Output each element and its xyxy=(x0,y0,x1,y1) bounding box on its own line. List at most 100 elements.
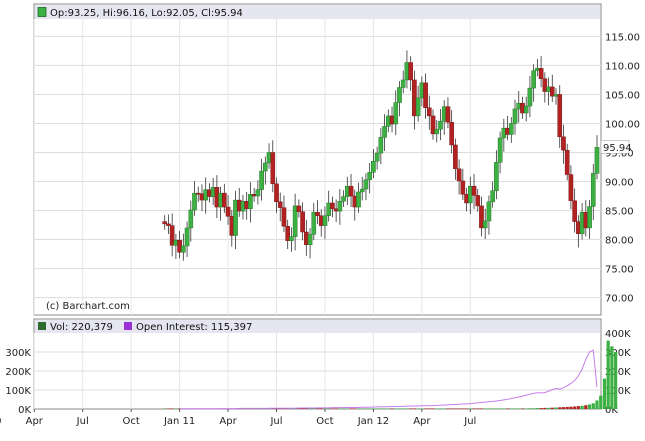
candle-down xyxy=(475,195,481,207)
candle-up xyxy=(486,201,492,222)
volume-left-tick-label: 300K xyxy=(5,348,31,359)
price-legend-bar xyxy=(35,5,600,19)
candle-down xyxy=(348,185,354,197)
volume-bar xyxy=(435,408,439,409)
volume-bar xyxy=(591,403,595,409)
candle-up xyxy=(341,196,346,202)
volume-right-tick-label: 0K xyxy=(605,405,618,416)
candle-down xyxy=(557,94,563,138)
open-interest-line xyxy=(179,349,598,410)
volume-legend-bar xyxy=(35,320,600,333)
candle-down xyxy=(169,225,175,246)
volume-bar xyxy=(446,408,450,409)
volume-bar xyxy=(364,408,368,409)
volume-bar xyxy=(502,408,506,409)
candle-down xyxy=(222,192,227,208)
volume-panel xyxy=(33,318,602,410)
volume-bar xyxy=(371,408,375,409)
volume-bar xyxy=(304,408,308,409)
price-y-tick-label: 95.00 xyxy=(605,148,634,159)
volume-bar xyxy=(323,408,327,409)
volume-bar xyxy=(558,407,562,409)
price-y-tick-label: 115.00 xyxy=(605,32,640,43)
volume-bar xyxy=(479,408,484,409)
candle-up xyxy=(356,191,361,208)
candle-down xyxy=(408,62,413,81)
volume-bar xyxy=(610,346,614,409)
x-tick-label: Apr xyxy=(413,416,431,427)
candle-up xyxy=(434,129,440,135)
price-legend-text: Op:93.25, Hi:96.16, Lo:92.05, Cl:95.94 xyxy=(50,8,243,19)
candle-up xyxy=(508,123,514,135)
candle-down xyxy=(542,78,548,92)
volume-bar xyxy=(491,408,495,409)
volume-bar xyxy=(397,408,402,409)
candle-down xyxy=(479,205,484,229)
candle-up xyxy=(512,108,518,124)
volume-bar xyxy=(375,408,379,409)
volume-bar xyxy=(494,408,498,409)
price-legend-swatch xyxy=(37,7,47,17)
volume-bar xyxy=(576,406,580,409)
price-y-ticks: 115.00 110.00 105.00 100.00 95.00 90.00 85.00 8… xyxy=(605,32,640,304)
volume-bar xyxy=(174,408,178,409)
candle-down xyxy=(430,115,436,135)
volume-bar xyxy=(517,408,521,409)
x-tick-label: Jul xyxy=(76,416,89,427)
price-y-tick-label: 80.00 xyxy=(605,236,634,247)
price-y-tick-label: 105.00 xyxy=(605,90,640,101)
candle-down xyxy=(427,107,432,117)
x-tick-label: Oct xyxy=(123,416,140,427)
candle-down xyxy=(449,122,454,146)
candle-up xyxy=(181,245,186,253)
volume-legend-text: Vol: 220,379 xyxy=(50,322,113,333)
x-tick-label: Jul xyxy=(463,416,476,427)
volume-bar xyxy=(356,408,361,409)
candle-up xyxy=(523,105,529,114)
price-y-tick-label: 110.00 xyxy=(605,61,640,72)
volume-bar xyxy=(330,408,335,409)
volume-left-tick-label: 0K xyxy=(18,405,31,416)
candle-up xyxy=(415,97,421,117)
candle-up xyxy=(490,190,495,203)
candle-up xyxy=(374,152,380,162)
price-y-tick-label: 90.00 xyxy=(605,178,634,189)
candle-up xyxy=(311,212,317,235)
volume-bar xyxy=(379,408,383,409)
volume-bar xyxy=(315,408,320,409)
candle-up xyxy=(255,189,261,197)
x-tick-label: Oct xyxy=(316,416,333,427)
price-y-tick-label: 75.00 xyxy=(605,265,634,276)
candle-down xyxy=(538,68,544,79)
volume-bar xyxy=(573,406,577,409)
candle-up xyxy=(590,173,596,207)
credit-text: (c) Barchart.com xyxy=(46,301,130,312)
candle-up xyxy=(594,147,600,174)
volume-bar xyxy=(349,408,353,409)
volume-bar xyxy=(528,408,532,409)
candle-down xyxy=(162,221,168,225)
volume-bar xyxy=(423,408,428,409)
candle-down xyxy=(315,212,320,216)
volume-bar xyxy=(297,408,301,409)
volume-left-tick-label: 100K xyxy=(5,386,31,397)
candle-down xyxy=(445,106,451,123)
oi-legend-text: Open Interest: 115,397 xyxy=(136,322,252,333)
volume-bar xyxy=(614,352,618,409)
volume-bar xyxy=(431,408,435,409)
volume-bar xyxy=(584,405,588,409)
volume-bar xyxy=(561,407,566,409)
candle-down xyxy=(296,205,302,212)
volume-bar xyxy=(442,408,446,409)
last-price-label: 95.94 xyxy=(603,143,632,154)
candle-up xyxy=(337,201,343,212)
volume-bar xyxy=(587,404,592,409)
candle-up xyxy=(248,194,253,209)
volume-bar xyxy=(535,408,539,409)
volume-bar xyxy=(498,408,502,409)
volume-bar xyxy=(539,408,543,409)
volume-left-tick-label: 200K xyxy=(5,367,31,378)
candle-up xyxy=(307,234,313,245)
candle-up xyxy=(359,188,365,193)
